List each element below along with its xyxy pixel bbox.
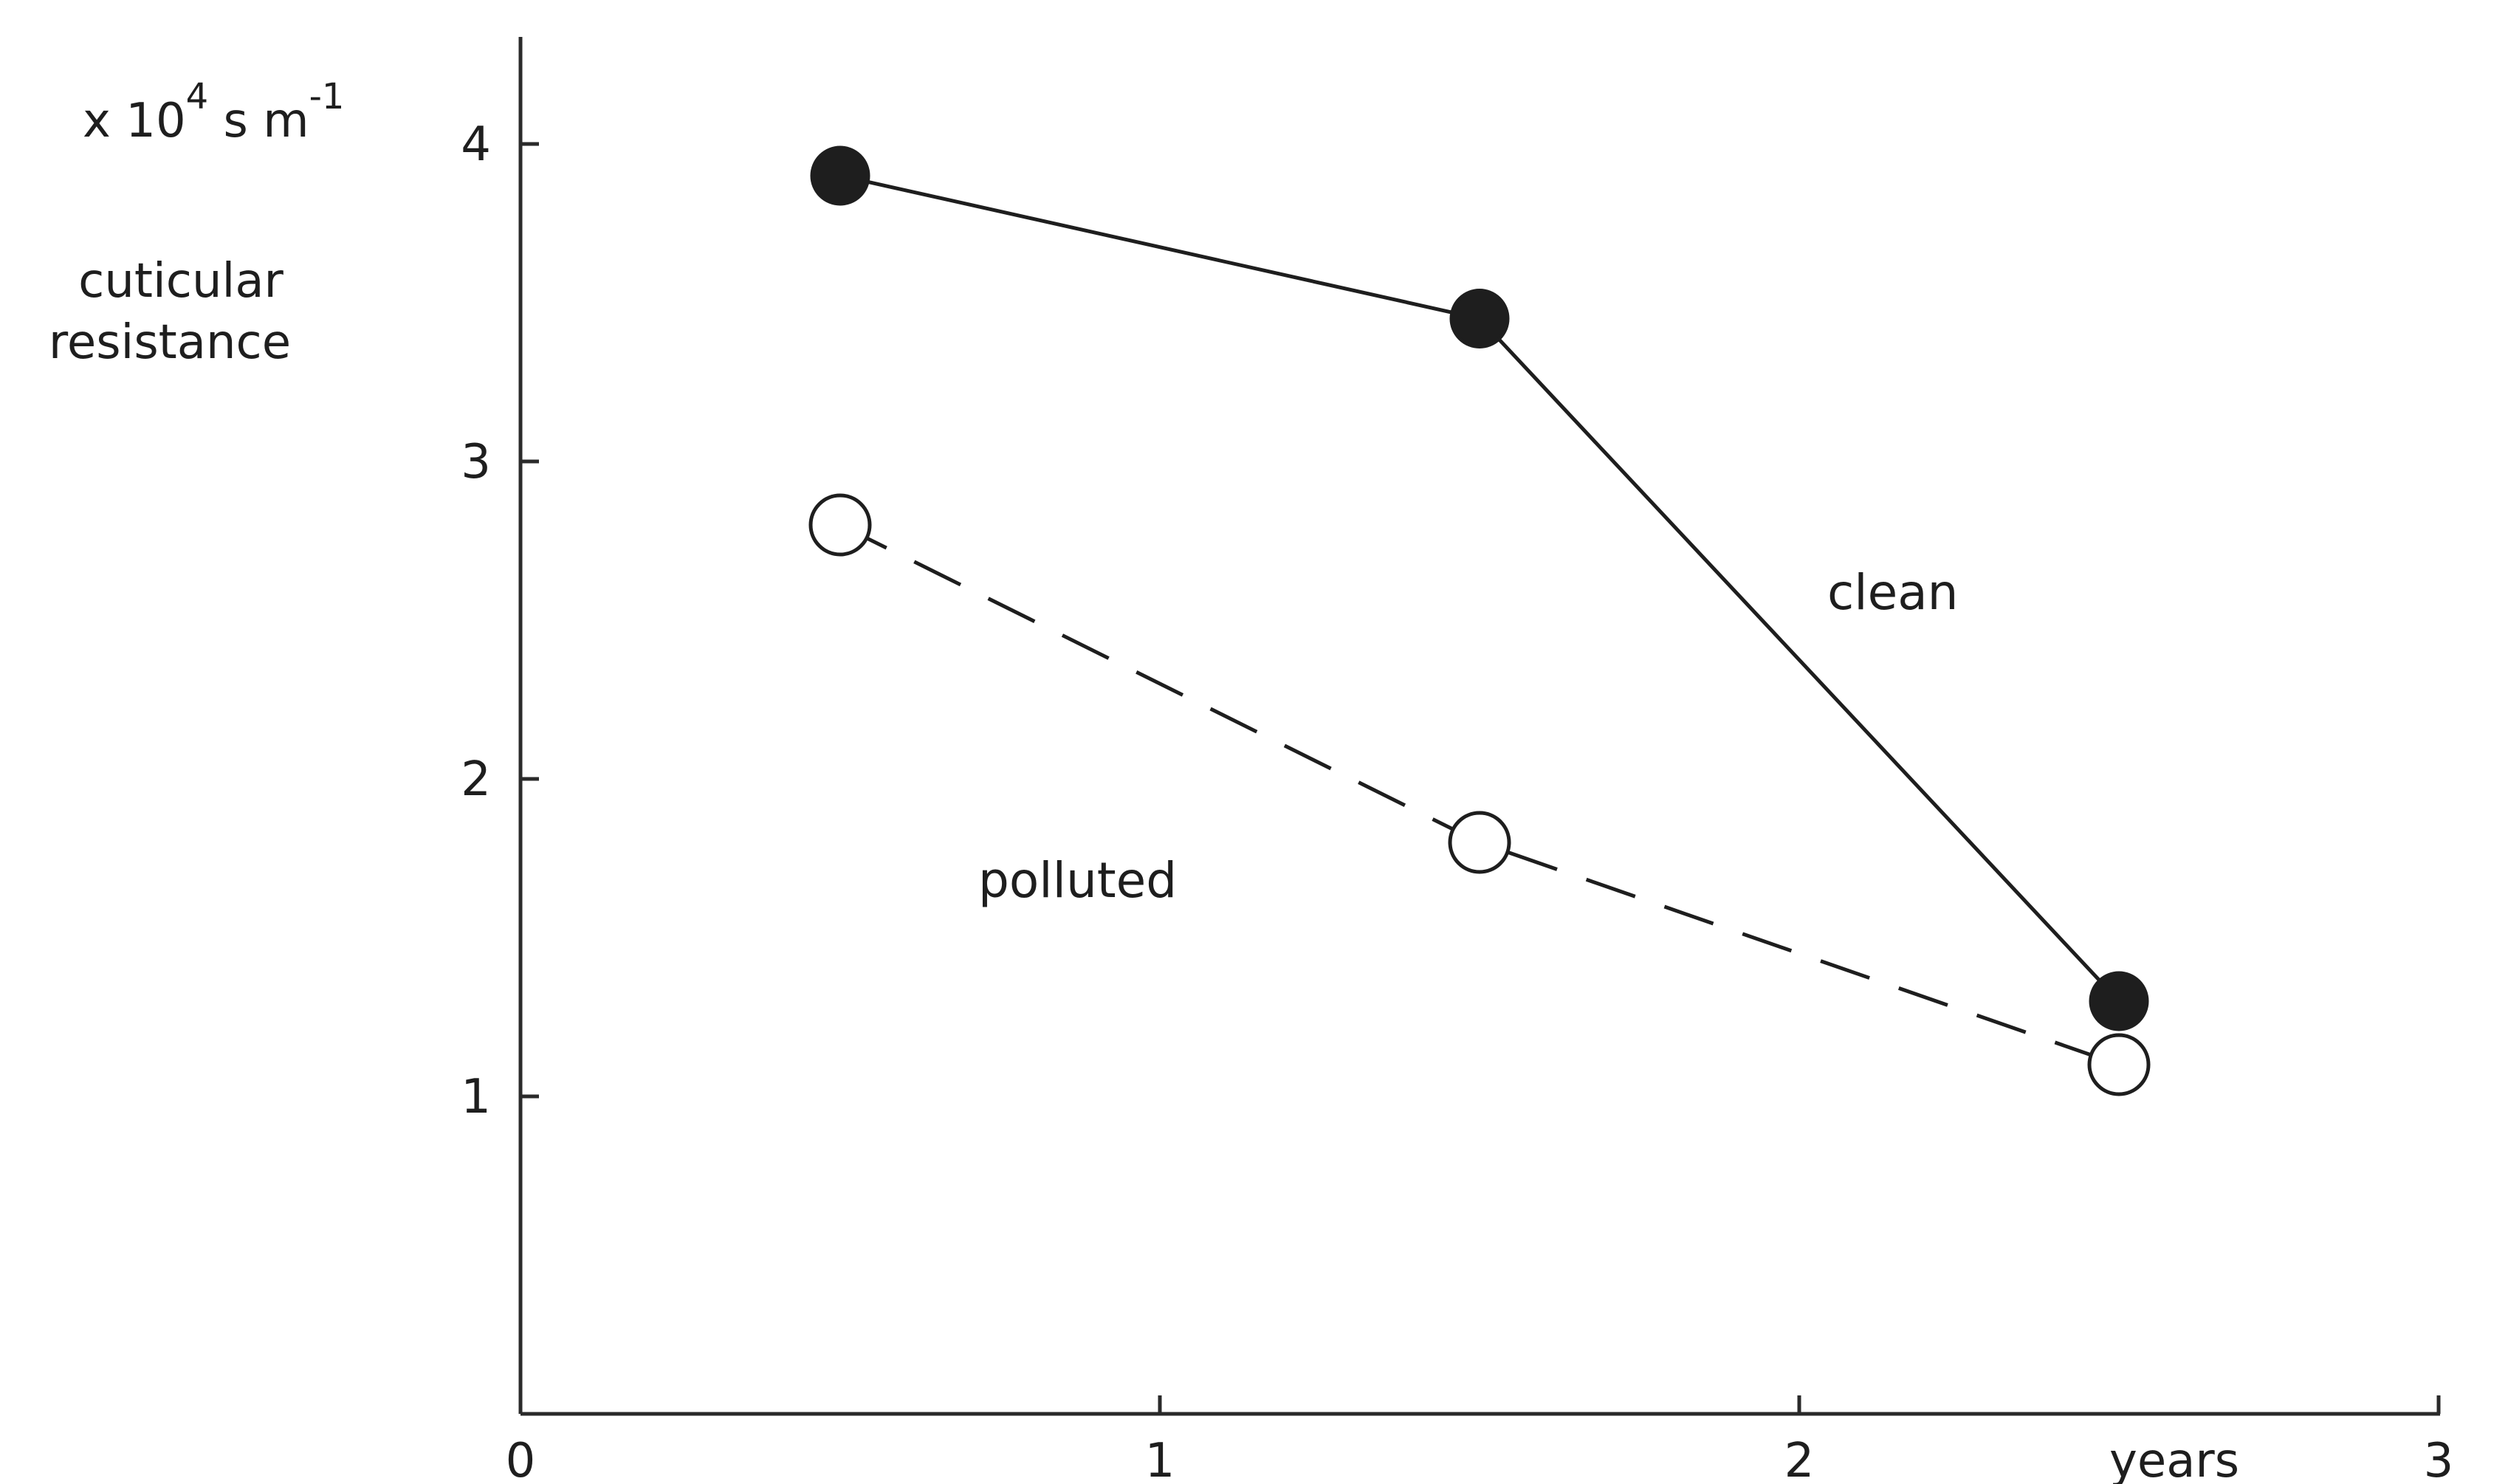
data-point-clean — [1449, 289, 1510, 348]
x-tick-label: 1 — [1145, 1434, 1175, 1484]
x-axis-title: years — [2109, 1434, 2239, 1484]
y-axis-title-line-1: cuticular — [78, 254, 284, 309]
y-tick-label: 4 — [461, 117, 491, 172]
data-point-polluted — [2087, 1033, 2151, 1096]
data-point-clean — [810, 145, 870, 206]
data-point-polluted — [808, 493, 872, 557]
data-markers — [808, 145, 2151, 1096]
y-tick-label: 2 — [461, 752, 491, 807]
y-unit-suffix-exponent: -1 — [309, 76, 345, 117]
y-unit-exponent: 4 — [186, 76, 209, 117]
series-label-clean: clean — [1827, 564, 1959, 621]
x-tick-label: 3 — [2424, 1434, 2454, 1484]
y-axis-unit: x 104 s m-1 — [83, 76, 344, 148]
y-tick-label: 1 — [461, 1070, 491, 1124]
y-unit-mid: s m — [208, 94, 309, 148]
series-line-polluted — [839, 523, 2120, 1067]
y-tick-label: 3 — [461, 435, 491, 489]
x-tick-label: 2 — [1784, 1434, 1815, 1484]
axis-ticks: 0 1 2 3 1 2 3 4 — [461, 117, 2453, 1484]
data-point-polluted — [1448, 811, 1511, 874]
data-point-clean — [2089, 971, 2149, 1031]
y-axis-title-line-2: resistance — [49, 315, 291, 370]
x-tick-label: 0 — [506, 1434, 536, 1484]
series-label-polluted: polluted — [978, 852, 1177, 909]
y-unit-prefix: x 10 — [83, 94, 186, 148]
